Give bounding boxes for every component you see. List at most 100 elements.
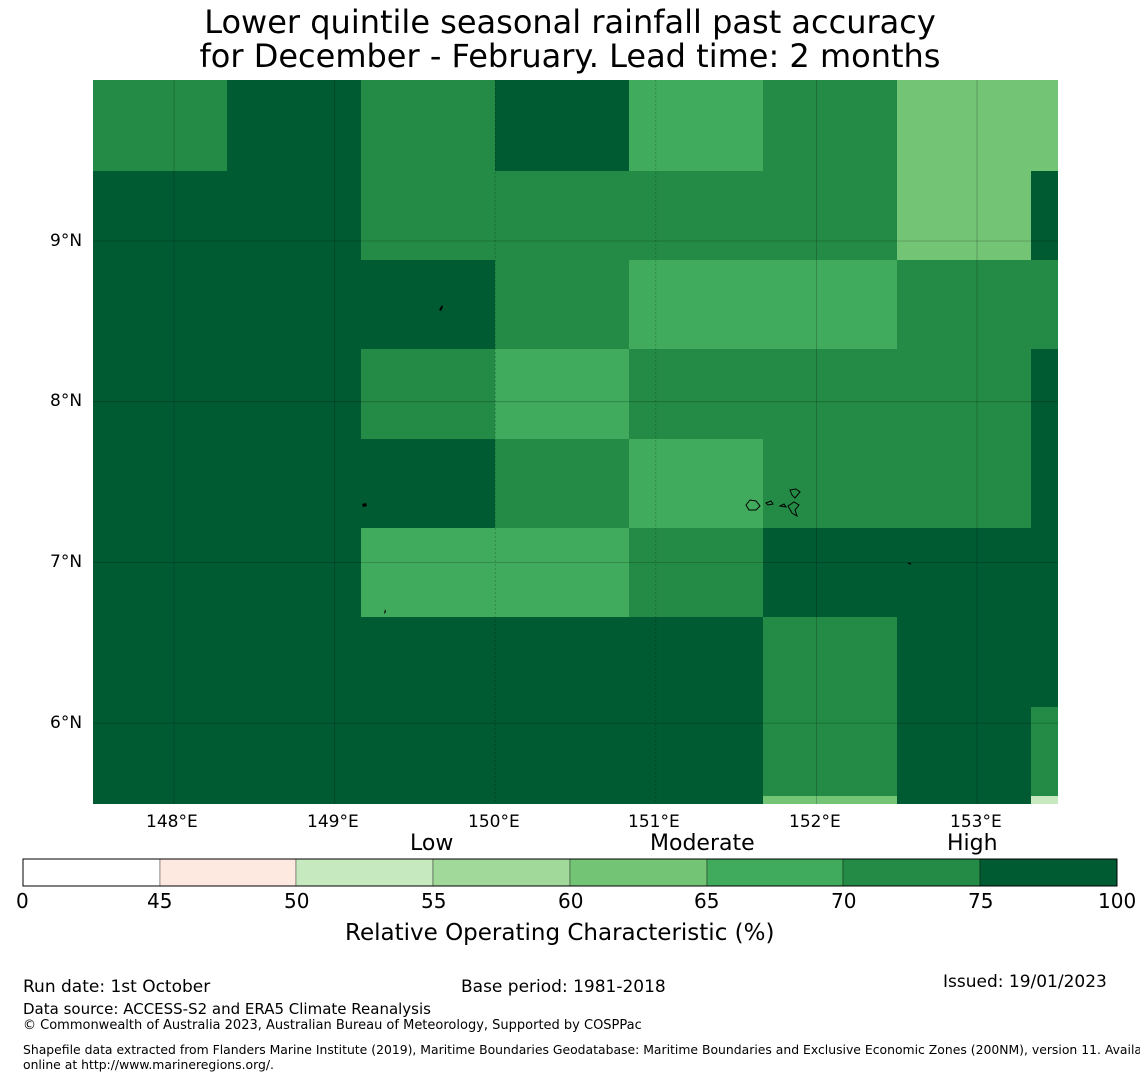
map-grid-cell	[361, 171, 495, 260]
colorbar-bin	[569, 858, 708, 887]
shapefile-credit-line-2: online at http://www.marineregions.org/.	[23, 1057, 274, 1072]
category-moderate: Moderate	[650, 831, 755, 856]
map-grid-cell	[1031, 439, 1058, 528]
chart-title: Lower quintile seasonal rainfall past ac…	[0, 3, 1140, 75]
colorbar	[22, 858, 1118, 887]
map-grid-cell	[629, 528, 763, 617]
map-grid-cell	[897, 171, 1031, 260]
map-grid-cell	[763, 617, 897, 707]
colorbar-label: Relative Operating Characteristic (%)	[345, 920, 775, 946]
map-grid-cell	[1031, 617, 1058, 707]
map-grid-cell	[763, 796, 897, 804]
lat-label: 9°N	[50, 231, 83, 251]
colorbar-tick: 0	[16, 889, 29, 913]
map-grid-cell	[227, 349, 361, 439]
map-grid-cell	[93, 528, 227, 617]
map-grid-cell	[495, 80, 629, 171]
map-grid-cell	[93, 707, 227, 796]
map-grid-cell	[629, 80, 763, 171]
map-grid-cell	[629, 171, 763, 260]
lon-label: 150°E	[468, 812, 520, 832]
island-outline	[765, 500, 774, 506]
map-grid-cell	[361, 617, 495, 707]
map-grid-cell	[1031, 796, 1058, 804]
map-grid-cell	[763, 349, 897, 439]
map-grid-cell	[629, 260, 763, 349]
colorbar-tick: 65	[694, 889, 720, 913]
map-grid-cell	[361, 796, 495, 804]
colorbar-bin	[979, 858, 1118, 887]
island-outline	[789, 488, 801, 499]
run-date: Run date: 1st October	[23, 977, 211, 997]
map-grid-cell	[763, 439, 897, 528]
map-grid-cell	[495, 439, 629, 528]
map-grid-cell	[629, 439, 763, 528]
map-grid-cell	[93, 171, 227, 260]
map-grid-cell	[361, 528, 495, 617]
map-grid-cell	[897, 80, 1031, 171]
map-grid-cell	[1031, 349, 1058, 439]
colorbar-bin	[842, 858, 981, 887]
map-grid-cell	[495, 260, 629, 349]
lon-label: 149°E	[307, 812, 359, 832]
map-grid-cell	[93, 617, 227, 707]
map-grid-cell	[227, 796, 361, 804]
map-grid-cell	[93, 260, 227, 349]
island-outline	[787, 501, 800, 518]
title-line-1: Lower quintile seasonal rainfall past ac…	[204, 3, 936, 41]
map-grid-cell	[763, 260, 897, 349]
map-grid-cell	[897, 439, 1031, 528]
lat-label: 7°N	[50, 552, 83, 572]
map-grid-cell	[361, 349, 495, 439]
map-grid-cell	[227, 171, 361, 260]
map-grid-cell	[227, 439, 361, 528]
colorbar-tick: 45	[147, 889, 173, 913]
colorbar-tick: 70	[831, 889, 857, 913]
island-outline	[778, 503, 788, 508]
map-grid-cell	[495, 349, 629, 439]
island-outline	[362, 503, 367, 507]
map-grid-cell	[1031, 528, 1058, 617]
map-grid-cell	[361, 439, 495, 528]
map-grid-cells	[93, 80, 1058, 804]
map-grid-cell	[629, 617, 763, 707]
map-grid-cell	[629, 796, 763, 804]
map-grid-cell	[763, 171, 897, 260]
colorbar-tick: 75	[968, 889, 994, 913]
map-grid-cell	[897, 617, 1031, 707]
map-grid-cell	[1031, 707, 1058, 796]
map-grid-cell	[93, 796, 227, 804]
island-outline	[439, 305, 443, 311]
colorbar-tick: 100	[1098, 889, 1137, 913]
map-grid-cell	[227, 707, 361, 796]
map-grid-cell	[495, 707, 629, 796]
map-grid-cell	[763, 528, 897, 617]
island-outline	[907, 562, 912, 565]
map-grid-cell	[897, 260, 1031, 349]
map-grid-cell	[1031, 260, 1058, 349]
map-grid-cell	[93, 439, 227, 528]
colorbar-bin	[159, 858, 297, 887]
map-islands	[362, 305, 912, 614]
colorbar-tick: 50	[284, 889, 310, 913]
map-grid-cell	[227, 617, 361, 707]
colorbar-bin	[706, 858, 844, 887]
map-grid-cell	[763, 707, 897, 796]
data-source: Data source: ACCESS-S2 and ERA5 Climate …	[23, 1000, 431, 1018]
map-grid-cell	[495, 796, 629, 804]
map-grid-cell	[629, 707, 763, 796]
map-grid-cell	[361, 707, 495, 796]
lat-label: 6°N	[50, 713, 83, 733]
base-period: Base period: 1981-2018	[461, 977, 666, 997]
title-line-2: for December - February. Lead time: 2 mo…	[199, 36, 941, 75]
category-low: Low	[410, 831, 454, 856]
map-gridlines	[93, 80, 1058, 804]
map-grid-cell	[227, 80, 361, 171]
map-grid-cell	[763, 80, 897, 171]
map-grid-cell	[1031, 80, 1058, 171]
issued-date: Issued: 19/01/2023	[943, 972, 1107, 992]
map-grid-cell	[93, 80, 227, 171]
colorbar-bin	[295, 858, 434, 887]
map-grid-cell	[1031, 171, 1058, 260]
